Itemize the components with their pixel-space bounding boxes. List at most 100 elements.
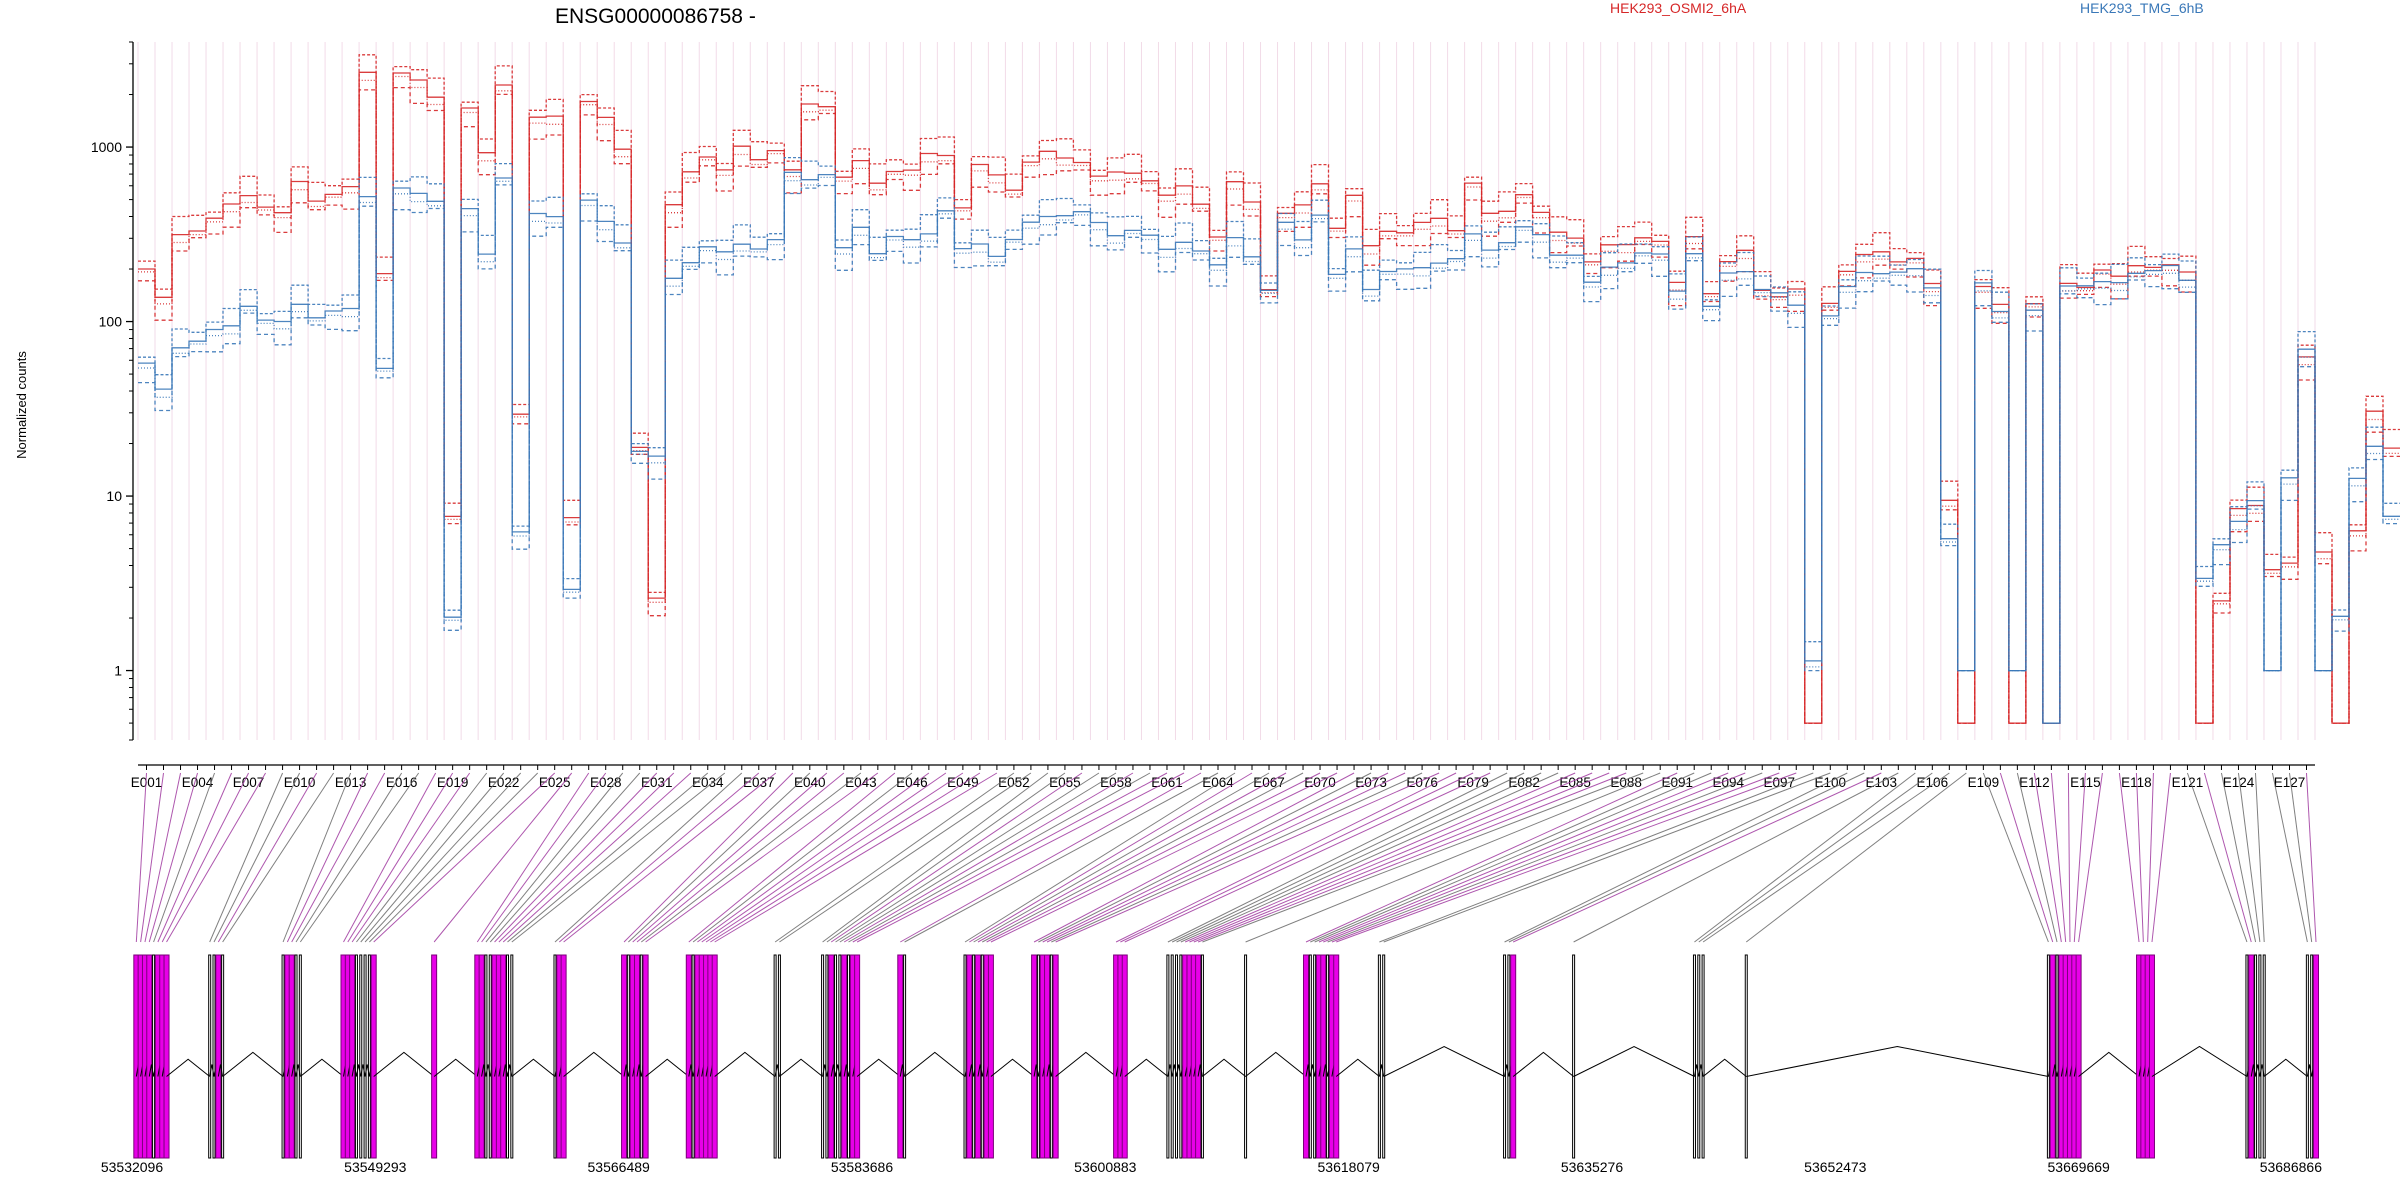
- x-tick-label: E091: [1661, 775, 1693, 790]
- exon-connector: [494, 772, 658, 943]
- genomic-coordinate-label: 53686866: [2260, 1159, 2323, 1175]
- exon-box: [349, 954, 356, 1159]
- x-tick-label: E025: [539, 775, 571, 790]
- exon-connector: [343, 772, 437, 943]
- exon-box: [354, 954, 358, 1159]
- exon-connector: [1046, 772, 1406, 943]
- exon-connector: [692, 772, 913, 943]
- gene-model-track: [133, 954, 2319, 1159]
- exon-connector: [774, 772, 1015, 943]
- exon-connector: [498, 772, 675, 943]
- exon-connector: [1310, 772, 1695, 943]
- genomic-coordinate-label: 53635276: [1561, 1159, 1624, 1175]
- exon-box: [2075, 954, 2082, 1159]
- exon-box: [2258, 954, 2262, 1159]
- exon-connector: [2305, 772, 2317, 943]
- intron-chevron: [714, 1051, 776, 1077]
- exon-box: [146, 954, 153, 1159]
- exon-box: [506, 954, 510, 1159]
- exon-connector: [2186, 772, 2248, 943]
- series-line-osmi2: [138, 54, 2400, 724]
- exon-connector: [222, 772, 335, 943]
- exon-connector: [507, 772, 709, 943]
- exon-box: [821, 954, 825, 1159]
- intron-chevron: [300, 1058, 344, 1077]
- exon-connector: [157, 772, 233, 943]
- exon-box: [1179, 954, 1183, 1159]
- exon-connector: [286, 772, 369, 943]
- exon-box: [980, 954, 984, 1159]
- exon-connector: [964, 772, 1236, 943]
- exon-box: [1166, 954, 1170, 1159]
- exon-box: [294, 954, 298, 1159]
- exon-connector: [2147, 772, 2154, 943]
- exon-connector: [2135, 772, 2144, 943]
- exon-connector: [489, 772, 641, 943]
- exon-box: [773, 954, 777, 1159]
- exon-box: [691, 954, 695, 1159]
- exon-connector: [135, 772, 148, 943]
- x-tick-label: E082: [1508, 775, 1540, 790]
- exon-connector: [843, 772, 1134, 943]
- y-axis: 1 10 100 1000: [91, 41, 134, 741]
- exon-box: [1303, 954, 1310, 1159]
- exon-connector: [705, 772, 964, 943]
- exon-connector: [1314, 772, 1712, 943]
- exon-connector: [990, 772, 1338, 943]
- exon-connector: [973, 772, 1270, 943]
- exon-connector: [2067, 772, 2071, 943]
- exon-box: [1031, 954, 1038, 1159]
- exon-connector: [1573, 772, 1899, 943]
- exon-connector: [373, 772, 556, 943]
- intron-chevron: [856, 1058, 901, 1077]
- series-line-tmg: [138, 156, 2400, 724]
- exon-connector: [1982, 772, 2049, 943]
- exon-connector: [213, 772, 301, 943]
- exon-connector: [1038, 772, 1372, 943]
- exon-connector: [1698, 772, 1933, 943]
- exon-connector: [2237, 772, 2261, 943]
- exon-box: [2245, 954, 2249, 1159]
- exon-connector: [1336, 772, 1797, 943]
- exon-connector: [1197, 772, 1627, 943]
- exon-connector: [1055, 772, 1440, 943]
- intron-chevron: [1512, 1051, 1574, 1077]
- y-tick-label: 100: [99, 314, 123, 330]
- legend-label-osmi2: HEK293_OSMI2_6hA: [1610, 0, 1747, 16]
- exon-connector: [1323, 772, 1746, 943]
- exon-connector: [822, 772, 1049, 943]
- exon-box: [1377, 954, 1381, 1159]
- exon-box: [500, 954, 507, 1159]
- exon-box: [1503, 954, 1507, 1159]
- series-layer: [138, 54, 2400, 724]
- exon-connector: [1331, 772, 1780, 943]
- exon-box: [152, 954, 156, 1159]
- exon-connector: [295, 772, 403, 943]
- intron-chevron: [1245, 1051, 1307, 1077]
- exon-connector: [1176, 772, 1542, 943]
- exon-connector: [1508, 772, 1865, 943]
- exon-connector: [701, 772, 947, 943]
- x-tick-label: E031: [641, 775, 673, 790]
- genomic-coordinate-label: 53583686: [831, 1159, 894, 1175]
- intron-chevron: [2078, 1051, 2140, 1077]
- exon-connector: [830, 772, 1083, 943]
- exon-box: [1326, 954, 1330, 1159]
- exon-connector: [1051, 772, 1423, 943]
- exon-connector: [1702, 772, 1950, 943]
- exon-connector: [1184, 772, 1576, 943]
- exon-connector: [360, 772, 505, 943]
- chart-title: ENSG00000086758 -: [555, 5, 756, 28]
- intron-chevron: [1383, 1045, 1505, 1077]
- exon-connector: [558, 772, 760, 943]
- exon-box: [897, 954, 904, 1159]
- exon-box: [1692, 954, 1696, 1159]
- exon-box: [974, 954, 981, 1159]
- exon-box: [208, 954, 212, 1159]
- intron-chevron: [433, 1058, 478, 1077]
- exon-box: [1320, 954, 1327, 1159]
- exon-connector: [1115, 772, 1457, 943]
- exon-box: [642, 954, 649, 1159]
- genomic-coordinate-label: 53600883: [1074, 1159, 1137, 1175]
- exon-connector: [2220, 772, 2257, 943]
